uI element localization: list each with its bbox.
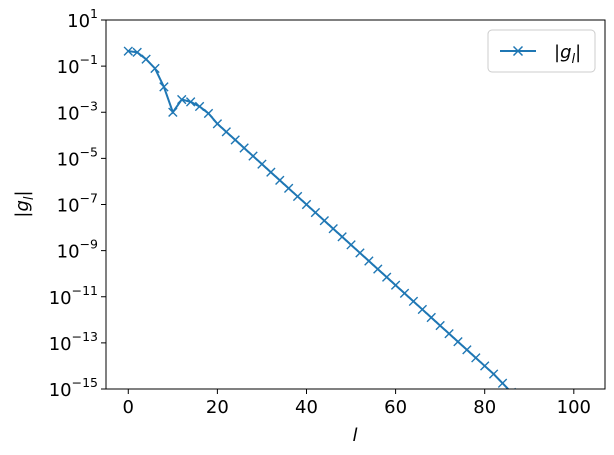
data-point-marker <box>257 159 267 169</box>
data-point-marker <box>462 345 472 355</box>
x-axis-label: l <box>352 425 357 446</box>
series-layer <box>123 46 569 450</box>
y-tick-label: 10−7 <box>57 191 98 217</box>
data-point-marker <box>497 378 508 388</box>
data-point-marker <box>534 415 542 423</box>
y-tick-label: 10−13 <box>49 329 98 355</box>
x-tick-label: 20 <box>206 397 229 418</box>
y-tick-label: 10−11 <box>49 283 98 309</box>
data-point-marker <box>399 288 410 298</box>
data-point-marker <box>516 396 524 404</box>
data-point-marker <box>453 337 463 347</box>
x-tick-label: 80 <box>473 397 496 418</box>
data-point-marker <box>561 442 569 450</box>
data-point-marker <box>132 47 142 57</box>
data-point-marker <box>373 264 383 274</box>
y-tick-label: 10−3 <box>57 98 98 124</box>
data-point-marker <box>292 191 303 202</box>
data-point-marker <box>346 240 356 250</box>
data-point-marker <box>506 387 517 389</box>
x-tick-label: 60 <box>384 397 407 418</box>
legend-label-sub: l <box>572 52 576 67</box>
x-tick-label: 0 <box>123 397 134 418</box>
data-point-marker <box>230 135 240 145</box>
data-point-marker <box>310 207 321 218</box>
data-point-marker <box>266 167 276 177</box>
y-axis-label: |gl| <box>12 190 37 217</box>
legend-x-marker <box>512 45 524 57</box>
y-tick-label: 10−1 <box>57 52 98 78</box>
data-point-marker <box>239 143 249 153</box>
data-point-marker <box>525 406 533 414</box>
data-point-marker <box>337 232 347 242</box>
data-point-marker <box>141 54 151 64</box>
data-point-marker <box>488 369 499 379</box>
data-point-marker <box>408 296 419 307</box>
legend: |gl| <box>487 29 596 73</box>
data-point-marker <box>212 119 223 129</box>
data-point-marker <box>301 199 312 210</box>
data-point-marker <box>543 424 551 432</box>
data-point-marker <box>177 94 187 105</box>
data-point-marker <box>275 175 285 185</box>
y-tick-label: 10−15 <box>49 375 98 401</box>
data-point-marker <box>194 101 205 112</box>
data-point-marker <box>328 224 338 234</box>
data-point-marker <box>203 108 214 119</box>
data-point-marker <box>390 280 401 290</box>
data-point-marker <box>381 272 392 282</box>
data-point-marker <box>319 215 330 226</box>
x-tick-label: 100 <box>557 397 591 418</box>
y-tick-label: 101 <box>67 6 98 32</box>
data-point-marker <box>159 82 169 92</box>
data-point-marker <box>435 320 445 331</box>
data-point-marker <box>123 46 133 56</box>
data-point-marker <box>364 256 374 266</box>
data-point-marker <box>471 353 481 363</box>
data-point-marker <box>221 127 231 137</box>
y-tick-label: 10−9 <box>57 237 98 263</box>
data-point-marker <box>185 97 196 107</box>
legend-box <box>487 29 596 73</box>
legend-label: |gl| <box>554 42 581 67</box>
y-axis-ticks: 10−15 10−13 10−11 10−9 10−7 10−5 10−3 10−1 101 <box>49 6 106 401</box>
data-point-marker <box>150 63 160 74</box>
data-point-marker <box>417 304 428 315</box>
y-axis-label-sub: l <box>22 196 37 200</box>
data-point-marker <box>426 312 436 323</box>
data-point-marker <box>283 183 294 194</box>
plot-area <box>106 20 605 389</box>
y-tick-label: 10−5 <box>57 144 98 170</box>
data-point-marker <box>480 361 490 371</box>
data-point-marker <box>355 248 365 258</box>
data-point-marker <box>168 107 178 117</box>
data-point-marker <box>552 433 560 441</box>
x-tick-label: 40 <box>295 397 318 418</box>
x-axis-ticks: 0 20 40 60 80 100 <box>123 389 591 418</box>
data-point-marker <box>248 151 258 161</box>
data-point-marker <box>444 328 454 339</box>
